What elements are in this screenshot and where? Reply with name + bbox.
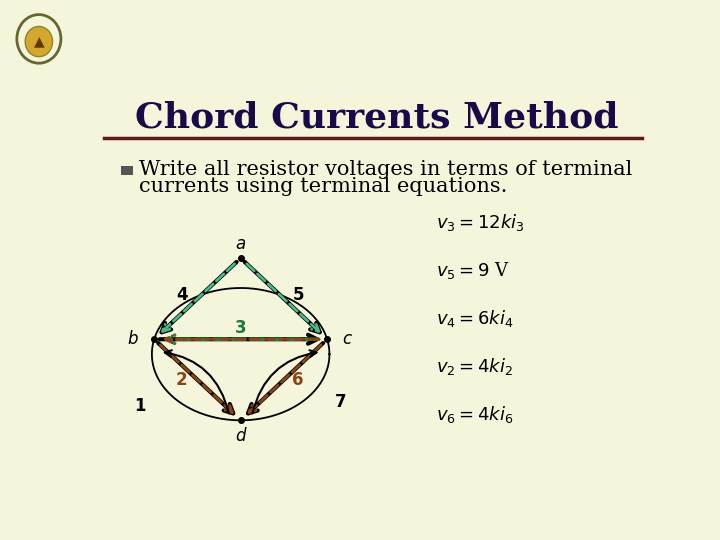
Text: b: b <box>127 330 138 348</box>
Text: 5: 5 <box>293 286 305 303</box>
Text: $v_2 = 4ki_2$: $v_2 = 4ki_2$ <box>436 356 513 377</box>
Bar <box>121 166 133 175</box>
Text: ▲: ▲ <box>34 35 44 49</box>
Circle shape <box>25 26 53 57</box>
Text: c: c <box>342 330 351 348</box>
Text: d: d <box>235 427 246 445</box>
Text: 1: 1 <box>135 397 146 415</box>
Text: 6: 6 <box>292 371 304 389</box>
Text: currents using terminal equations.: currents using terminal equations. <box>139 177 508 195</box>
Text: $v_3 = 12ki_3$: $v_3 = 12ki_3$ <box>436 212 524 233</box>
Text: $v_6 = 4ki_6$: $v_6 = 4ki_6$ <box>436 403 513 424</box>
Text: $v_5 = 9$ V: $v_5 = 9$ V <box>436 260 510 281</box>
Text: Write all resistor voltages in terms of terminal: Write all resistor voltages in terms of … <box>139 160 632 179</box>
Text: 3: 3 <box>235 319 246 336</box>
Text: a: a <box>235 234 246 253</box>
Text: 4: 4 <box>176 286 188 303</box>
Text: 7: 7 <box>336 393 347 410</box>
Text: Chord Currents Method: Chord Currents Method <box>135 100 618 134</box>
Text: 2: 2 <box>176 371 188 389</box>
Text: $v_4 = 6ki_4$: $v_4 = 6ki_4$ <box>436 308 513 329</box>
